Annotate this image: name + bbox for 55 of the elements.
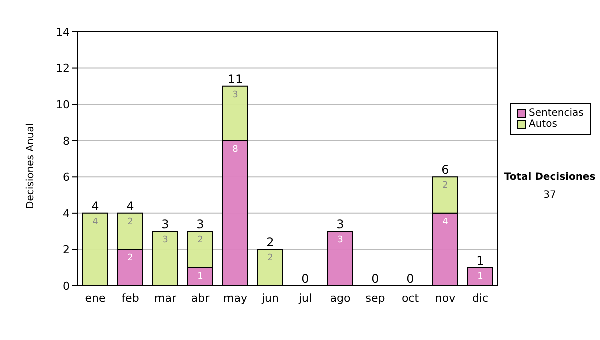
- data-label: 4: [442, 217, 449, 228]
- x-tick-label: jul: [298, 292, 312, 305]
- data-label: 2: [128, 254, 134, 264]
- legend-label: Sentencias: [529, 108, 584, 119]
- legend-label: Autos: [529, 119, 558, 130]
- y-tick-label: 6: [63, 171, 70, 184]
- x-tick-label: feb: [122, 292, 140, 305]
- text: 37: [542, 190, 558, 201]
- total-label: 3: [196, 218, 204, 232]
- total-label: 0: [406, 272, 414, 286]
- total-label: 11: [228, 72, 244, 86]
- y-tick-label: 8: [63, 134, 70, 148]
- y-tick-label: 4: [63, 207, 70, 220]
- x-tick-label: jun: [261, 292, 280, 305]
- x-tick-label: sep: [366, 292, 386, 305]
- bar: [152, 231, 178, 286]
- x-tick-label: nov: [435, 292, 456, 305]
- bar: [82, 212, 108, 286]
- y-tick-label: 10: [56, 98, 70, 112]
- data-label: 8: [232, 144, 239, 155]
- data-label: 3: [338, 236, 344, 246]
- data-label: 2: [198, 236, 204, 246]
- y-tick-label: 0: [63, 280, 70, 293]
- total-label: 4: [92, 199, 100, 214]
- data-label: 3: [162, 236, 168, 246]
- total-label: 2: [266, 236, 274, 250]
- x-tick-label: ene: [85, 292, 106, 305]
- data-label: 2: [128, 217, 134, 228]
- total-label: 0: [372, 272, 380, 286]
- x-tick-label: mar: [154, 292, 177, 305]
- total-label: 3: [336, 218, 344, 232]
- total-label: 1: [476, 254, 484, 268]
- total-label: 3: [162, 218, 170, 232]
- bar: [327, 231, 354, 286]
- data-label: 4: [92, 217, 99, 228]
- x-tick-label: abr: [191, 292, 210, 305]
- data-label: 2: [268, 254, 274, 264]
- y-tick-label: 14: [56, 26, 70, 39]
- y-tick-label: 12: [56, 62, 70, 76]
- data-label: 1: [198, 272, 204, 282]
- data-label: 2: [442, 181, 448, 192]
- data-label: 3: [232, 90, 238, 100]
- y-tick-label: 2: [63, 244, 70, 257]
- x-tick-label: may: [224, 292, 248, 305]
- text: Total Decisiones: [503, 172, 597, 183]
- bar: [257, 249, 284, 286]
- x-tick-label: dic: [472, 292, 489, 305]
- y-axis-title: Decisiones Anual: [26, 123, 37, 209]
- total-label: 6: [442, 163, 450, 178]
- data-label: 1: [478, 272, 484, 282]
- total-label: 4: [126, 199, 134, 214]
- bar: [467, 267, 494, 286]
- total-label: 0: [302, 272, 310, 286]
- x-tick-label: oct: [402, 292, 420, 305]
- x-tick-label: ago: [330, 292, 351, 305]
